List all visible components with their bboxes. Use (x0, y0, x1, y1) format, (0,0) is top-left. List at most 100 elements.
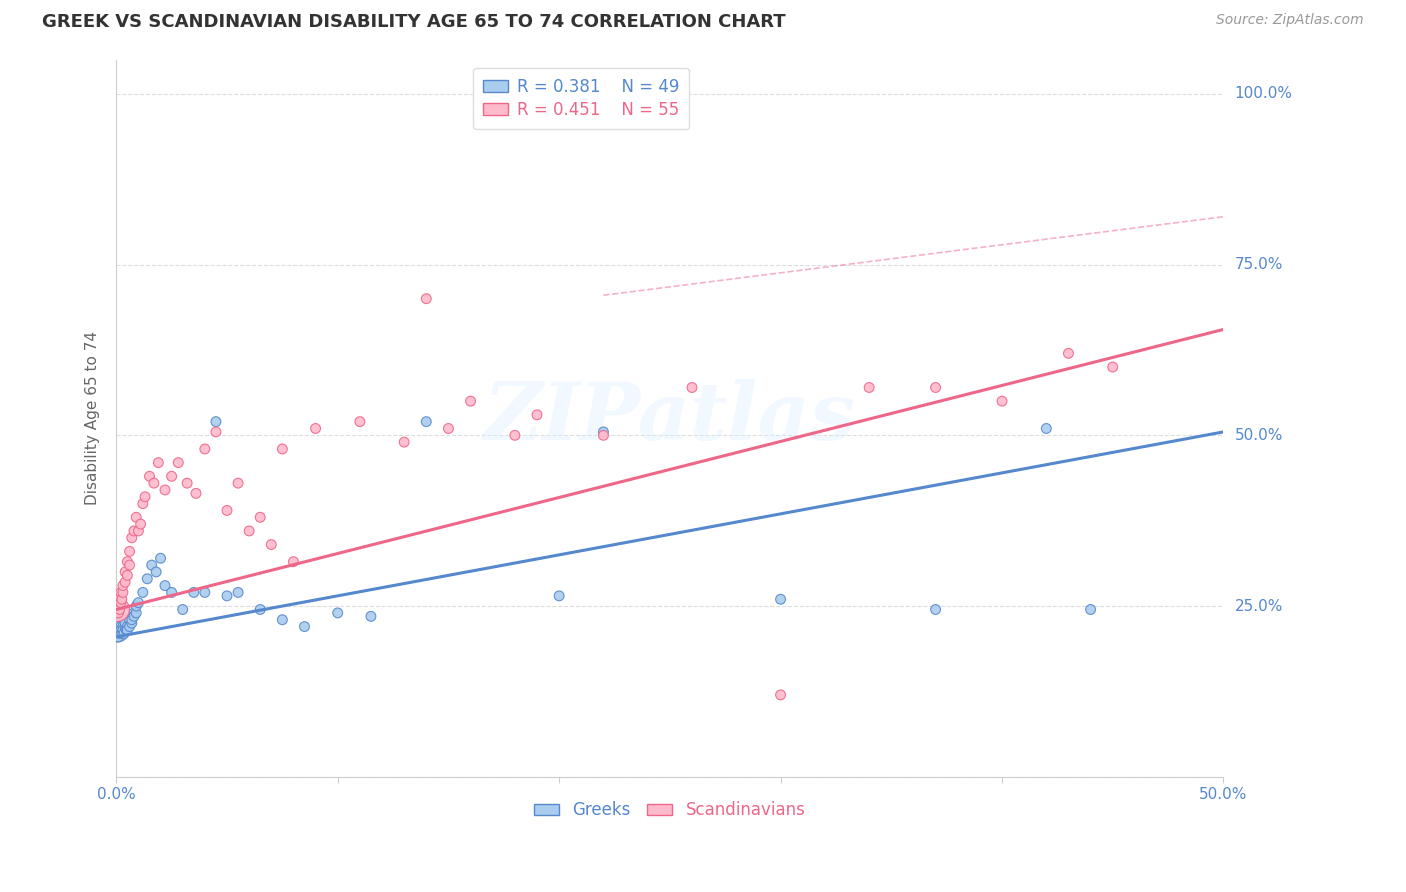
Point (132, 497, 155, 511)
Point (205, 415, 228, 429)
Point (392, 435, 415, 450)
Point (125, 606, 148, 620)
Y-axis label: Disability Age 65 to 74: Disability Age 65 to 74 (86, 331, 100, 505)
Point (205, 425, 228, 439)
Point (681, 380, 703, 394)
Point (304, 421, 326, 435)
Point (114, 616, 136, 631)
Point (111, 578, 134, 592)
Point (183, 585, 205, 599)
Point (349, 415, 371, 429)
Point (503, 428, 526, 442)
Point (117, 568, 139, 582)
Text: Source: ZipAtlas.com: Source: ZipAtlas.com (1216, 13, 1364, 28)
Point (924, 380, 946, 394)
Point (226, 585, 249, 599)
Point (112, 626, 135, 640)
Point (271, 613, 294, 627)
Point (1101, 359, 1123, 374)
Text: 75.0%: 75.0% (1234, 257, 1282, 272)
Point (122, 606, 145, 620)
Point (153, 578, 176, 592)
Point (172, 602, 194, 616)
Point (415, 415, 437, 429)
Point (118, 544, 141, 558)
Point (107, 616, 129, 631)
Point (122, 609, 145, 624)
Point (1080, 602, 1102, 616)
Point (991, 394, 1014, 409)
Point (115, 623, 138, 637)
Point (107, 630, 129, 644)
Point (132, 585, 155, 599)
Point (125, 510, 148, 524)
Point (107, 592, 129, 607)
Point (153, 483, 176, 497)
Point (160, 585, 183, 599)
Point (108, 602, 131, 616)
Legend: Greeks, Scandinavians: Greeks, Scandinavians (527, 795, 813, 826)
Point (114, 575, 136, 590)
Point (437, 421, 460, 435)
Point (111, 585, 134, 599)
Point (238, 524, 260, 538)
Point (108, 626, 131, 640)
Point (249, 510, 271, 524)
Point (294, 619, 316, 633)
Point (111, 623, 134, 637)
Point (114, 619, 136, 633)
Point (526, 408, 548, 422)
Point (111, 592, 134, 607)
Point (117, 623, 139, 637)
Point (142, 476, 165, 491)
Point (176, 476, 198, 491)
Point (117, 555, 139, 569)
Point (134, 490, 156, 504)
Point (118, 619, 141, 633)
Point (283, 555, 305, 569)
Point (107, 606, 129, 620)
Point (118, 613, 141, 627)
Point (114, 565, 136, 579)
Text: 25.0%: 25.0% (1234, 599, 1282, 614)
Point (326, 606, 349, 620)
Point (271, 442, 294, 456)
Point (194, 442, 217, 456)
Point (122, 524, 145, 538)
Point (215, 503, 238, 517)
Point (136, 572, 159, 586)
Point (121, 616, 143, 631)
Point (145, 565, 167, 579)
Point (121, 531, 143, 545)
Point (110, 619, 132, 633)
Text: 100.0%: 100.0% (1234, 87, 1292, 102)
Point (592, 425, 614, 439)
Text: GREEK VS SCANDINAVIAN DISABILITY AGE 65 TO 74 CORRELATION CHART: GREEK VS SCANDINAVIAN DISABILITY AGE 65 … (42, 13, 786, 31)
Point (924, 602, 946, 616)
Point (111, 626, 134, 640)
Point (858, 380, 880, 394)
Point (138, 469, 160, 483)
Point (592, 428, 614, 442)
Point (105, 623, 128, 637)
Point (769, 592, 792, 607)
Point (127, 596, 149, 610)
Point (110, 585, 132, 599)
Text: 50.0%: 50.0% (1234, 428, 1282, 442)
Point (215, 589, 238, 603)
Point (149, 551, 172, 566)
Point (160, 469, 183, 483)
Point (1057, 346, 1080, 360)
Point (194, 585, 217, 599)
Text: ZIPatlas: ZIPatlas (484, 379, 856, 457)
Point (415, 292, 437, 306)
Point (105, 602, 128, 616)
Point (110, 623, 132, 637)
Point (117, 619, 139, 633)
Point (167, 456, 190, 470)
Point (127, 524, 149, 538)
Point (184, 486, 207, 500)
Point (125, 599, 148, 613)
Point (1035, 421, 1057, 435)
Point (148, 456, 170, 470)
